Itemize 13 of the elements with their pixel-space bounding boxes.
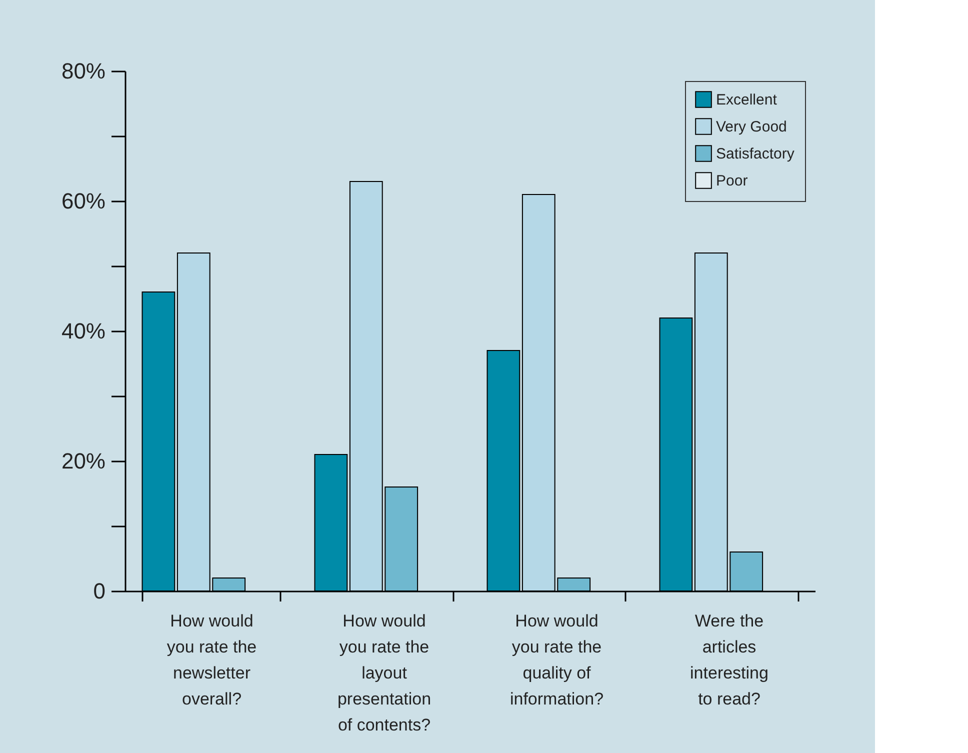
x-tick-label: Were the articles interesting to read? xyxy=(690,612,768,708)
legend-label: Satisfactory xyxy=(716,146,795,162)
x-tick-label: How would you rate the quality of information? xyxy=(510,612,604,708)
x-tick-label: How would you rate the layout presentation of contents? xyxy=(337,612,432,734)
x-tick-label: How would you rate the newsletter overall? xyxy=(166,612,257,708)
legend-label: Excellent xyxy=(716,92,778,108)
y-tick-label: 40% xyxy=(61,318,106,344)
y-tick-label: 0 xyxy=(93,578,106,604)
legend-label: Poor xyxy=(716,172,748,190)
legend-label: Very Good xyxy=(716,118,787,136)
y-tick-label: 20% xyxy=(61,448,106,474)
y-tick-label: 80% xyxy=(61,58,106,84)
y-tick-label: 60% xyxy=(61,188,106,214)
